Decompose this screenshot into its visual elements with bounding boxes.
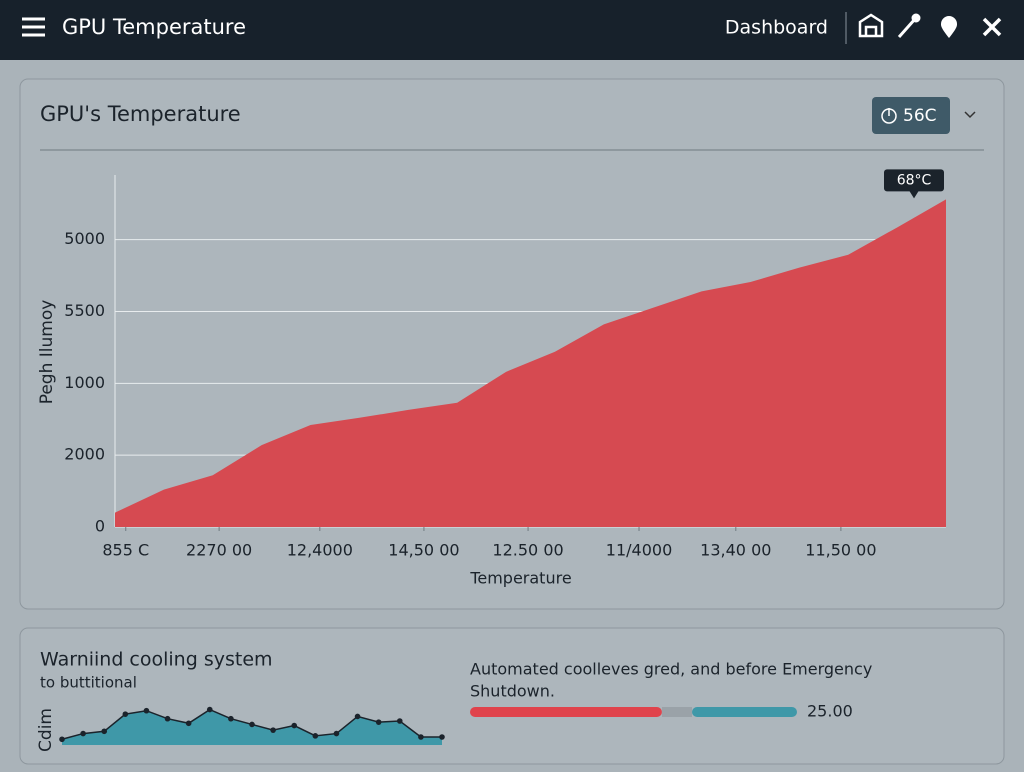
annotation: 68°C bbox=[897, 172, 932, 188]
mini-axis-label: Cdim bbox=[36, 708, 56, 752]
x-tick-label: 11,50 00 bbox=[805, 541, 876, 560]
x-tick-label: 12.50 00 bbox=[492, 541, 563, 560]
mini-point bbox=[396, 718, 403, 724]
x-tick-label: 855 C bbox=[102, 541, 149, 560]
mini-point bbox=[270, 727, 276, 733]
progress-segment bbox=[470, 707, 662, 717]
tool-icon[interactable] bbox=[897, 13, 921, 38]
mini-chart bbox=[59, 706, 445, 745]
x-tick-label: 12,4000 bbox=[287, 541, 353, 560]
mini-area bbox=[62, 709, 442, 745]
y-tick-label: 2000 bbox=[64, 445, 105, 464]
area bbox=[115, 199, 946, 527]
x-tick-label: 11/4000 bbox=[606, 541, 672, 560]
top-bar bbox=[0, 0, 1024, 60]
annotation-box bbox=[884, 169, 944, 192]
warning-message: Shutdown. bbox=[470, 682, 555, 701]
x-tick-label: 2270 00 bbox=[186, 541, 252, 560]
progress-segment bbox=[692, 707, 797, 717]
warning-message: Automated coolleves gred, and before Eme… bbox=[470, 660, 872, 679]
mini-point bbox=[333, 730, 340, 737]
x-tick-label: 14,50 00 bbox=[388, 541, 459, 560]
badge-text: 56C bbox=[903, 106, 937, 126]
annotation-pointer bbox=[909, 190, 919, 199]
panel-title: GPU's Temperature bbox=[40, 102, 241, 126]
progress-bar bbox=[470, 707, 797, 717]
mini-point bbox=[206, 706, 213, 713]
y-tick-label: 1000 bbox=[64, 373, 105, 392]
dropdown-arrow[interactable] bbox=[964, 111, 976, 119]
mini-point bbox=[354, 713, 361, 720]
mini-point bbox=[143, 707, 150, 714]
mini-point bbox=[312, 733, 319, 739]
home-icon[interactable] bbox=[858, 13, 884, 38]
y-tick-label: 5500 bbox=[64, 301, 105, 320]
y-tick-label: 0 bbox=[95, 517, 105, 536]
nav-link[interactable]: Dashboard bbox=[725, 17, 828, 39]
warning-title: Warniind cooling system bbox=[40, 649, 273, 671]
mini-point bbox=[375, 719, 382, 725]
mini-point bbox=[164, 715, 171, 722]
progress-label: 25.00 bbox=[807, 702, 853, 721]
mini-point bbox=[439, 734, 445, 740]
mini-point bbox=[80, 730, 86, 737]
mini-point bbox=[101, 728, 108, 735]
warning-subtitle: to buttitional bbox=[40, 674, 137, 692]
mini-point bbox=[228, 715, 234, 722]
badge[interactable] bbox=[872, 97, 950, 134]
x-tick-label: 13,40 00 bbox=[700, 541, 771, 560]
mini-point bbox=[291, 722, 298, 729]
pin-icon[interactable] bbox=[941, 16, 957, 38]
x-axis-label: Temperature bbox=[469, 569, 571, 588]
mini-point bbox=[418, 734, 424, 740]
close-button[interactable] bbox=[982, 17, 1002, 37]
mini-point bbox=[185, 720, 192, 727]
y-tick-label: 5000 bbox=[64, 229, 105, 248]
progress-segment bbox=[661, 707, 693, 717]
app-title: GPU Temperature bbox=[62, 15, 246, 39]
mini-point bbox=[249, 721, 255, 728]
mini-point bbox=[122, 711, 129, 717]
menu-button[interactable] bbox=[22, 17, 45, 37]
main-chart: 5000 5500 1000 2000 0 855 C 2270 00 12,4000 14,5… bbox=[37, 169, 946, 588]
y-axis-label: Pegh Ilumoy bbox=[37, 300, 57, 405]
mini-point bbox=[59, 736, 65, 743]
